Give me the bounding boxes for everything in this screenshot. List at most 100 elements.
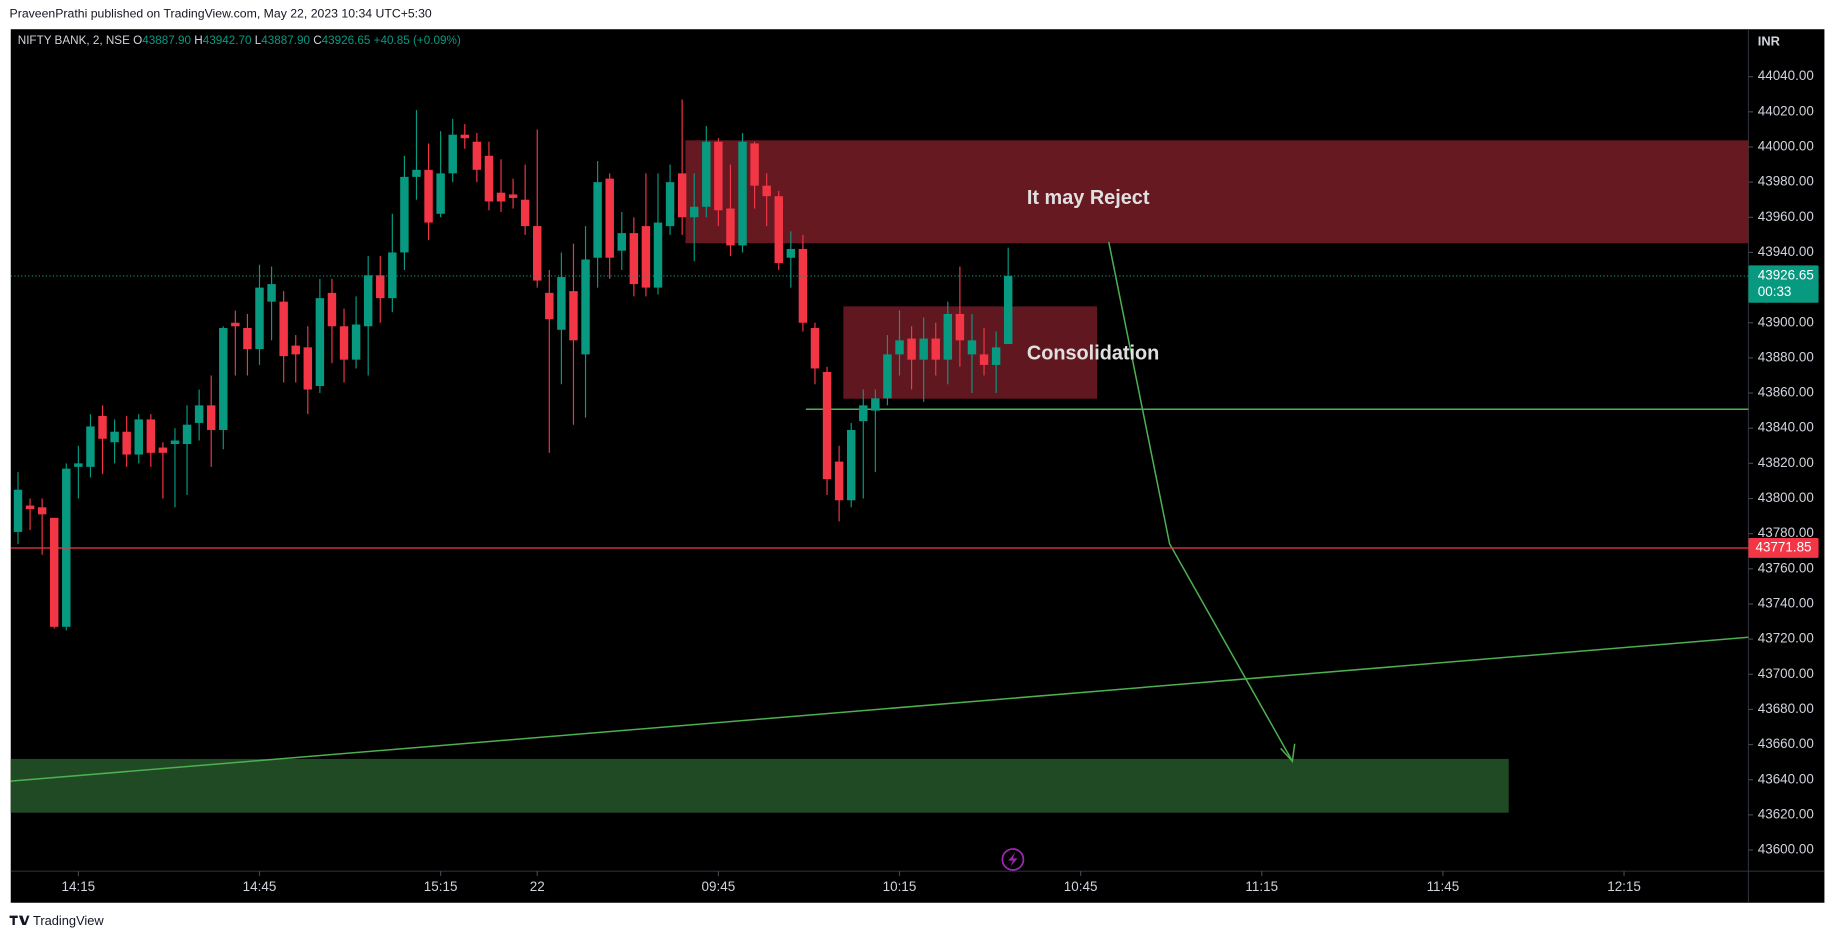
- candle-body: [557, 277, 566, 330]
- y-tick-label: 43720.00: [1758, 631, 1814, 646]
- ohlc-value: 43887.90: [142, 34, 191, 47]
- candle-body: [484, 155, 494, 202]
- ohlc-key: H: [194, 34, 202, 47]
- x-tick-label: 14:45: [243, 879, 277, 894]
- y-tick-label: 43900.00: [1758, 314, 1814, 329]
- candle-body: [714, 141, 723, 211]
- y-tick-label: 44020.00: [1758, 103, 1814, 118]
- candle-body: [424, 169, 433, 223]
- projection-arrow: [1108, 241, 1294, 762]
- candle-body: [967, 340, 977, 355]
- candle-body: [617, 233, 626, 251]
- candle-body: [822, 371, 832, 480]
- brand-name: TradingView: [33, 913, 104, 928]
- y-tick-label: 43780.00: [1758, 525, 1814, 540]
- y-tick-label: 43700.00: [1758, 666, 1814, 681]
- candle-body: [98, 415, 107, 439]
- candle-body: [786, 248, 796, 258]
- y-tick-label: 43860.00: [1758, 385, 1814, 400]
- candle-body: [146, 419, 156, 453]
- candle-body: [641, 226, 651, 288]
- candle-body: [388, 252, 397, 299]
- event-icon[interactable]: [1001, 848, 1025, 871]
- candle-body: [702, 141, 711, 207]
- candles: [13, 99, 1013, 631]
- change: +40.85 (+0.09%): [374, 34, 461, 47]
- y-tick-label: 43680.00: [1758, 701, 1814, 716]
- last-price-label: 43926.65: [1758, 267, 1814, 282]
- candle-body: [943, 313, 953, 360]
- candle-body: [689, 206, 699, 218]
- candle-body: [110, 431, 119, 443]
- ohlc-key: O: [133, 34, 142, 47]
- candle-body: [629, 233, 639, 285]
- candle-body: [834, 461, 844, 501]
- candle-body: [363, 275, 373, 327]
- x-tick-label: 14:15: [62, 879, 96, 894]
- x-tick-label: 10:45: [1064, 879, 1098, 894]
- countdown-label: 00:33: [1758, 284, 1792, 299]
- ohlc-value: 43887.90: [261, 34, 310, 47]
- candle-body: [846, 429, 856, 501]
- candle-body: [726, 208, 735, 246]
- candle-body: [533, 226, 542, 281]
- candle-body: [194, 405, 204, 423]
- candle-body: [991, 347, 1001, 365]
- arrow-head: [1280, 743, 1296, 763]
- candle-body: [158, 447, 168, 453]
- candle-body: [303, 347, 313, 390]
- candle-body: [738, 141, 747, 246]
- candle-body: [907, 338, 916, 360]
- y-tick-label: 43840.00: [1758, 420, 1814, 435]
- candle-body: [243, 328, 252, 350]
- candle-body: [25, 505, 35, 510]
- ohlc-key: C: [313, 34, 321, 47]
- candle-body: [520, 199, 530, 227]
- candle-body: [376, 275, 385, 299]
- candle-body: [895, 340, 904, 355]
- candle-body: [339, 326, 349, 360]
- candle-body: [677, 173, 687, 218]
- candle-body: [267, 284, 276, 302]
- last-price-box: [1748, 265, 1819, 303]
- annotation: It may Reject: [1027, 187, 1150, 209]
- brand-logo: [9, 915, 30, 925]
- candle-body: [400, 176, 409, 253]
- candle-body: [569, 291, 578, 341]
- candle-body: [351, 324, 361, 360]
- y-tick-label: 43620.00: [1758, 806, 1814, 821]
- candle-body: [219, 328, 228, 430]
- candle-body: [448, 134, 457, 174]
- y-tick-label: 43820.00: [1758, 455, 1814, 470]
- candle-body: [13, 489, 23, 532]
- y-tick-label: 43880.00: [1758, 349, 1814, 364]
- candle-body: [134, 419, 143, 455]
- candle-body: [122, 431, 131, 455]
- y-tick-label: 43960.00: [1758, 209, 1814, 224]
- candle-body: [1003, 275, 1013, 345]
- y-tick-label: 43640.00: [1758, 771, 1814, 786]
- candle-body: [871, 398, 880, 411]
- y-tick-label: 43740.00: [1758, 596, 1814, 611]
- trend-line: [10, 636, 1749, 782]
- candle-body: [665, 182, 675, 227]
- candle-body: [955, 313, 965, 341]
- candle-body: [255, 287, 264, 350]
- candle-body: [653, 222, 663, 288]
- legend-row: NIFTY BANK, 2, NSE O43887.90 H43942.70 L…: [18, 34, 461, 47]
- candle-body: [593, 182, 602, 258]
- candle-body: [206, 405, 216, 430]
- x-tick-label: 11:45: [1427, 879, 1460, 894]
- x-tick-label: 12:15: [1607, 879, 1641, 894]
- candle-body: [37, 507, 47, 515]
- candle-body: [979, 354, 989, 365]
- alert-label: 43771.85: [1755, 540, 1811, 555]
- candle-body: [581, 259, 590, 355]
- x-tick-label: 22: [530, 879, 545, 894]
- y-tick-label: 43940.00: [1758, 244, 1814, 259]
- x-tick-label: 11:15: [1245, 879, 1278, 894]
- candle-body: [170, 440, 180, 445]
- y-tick-label: 43800.00: [1758, 490, 1814, 505]
